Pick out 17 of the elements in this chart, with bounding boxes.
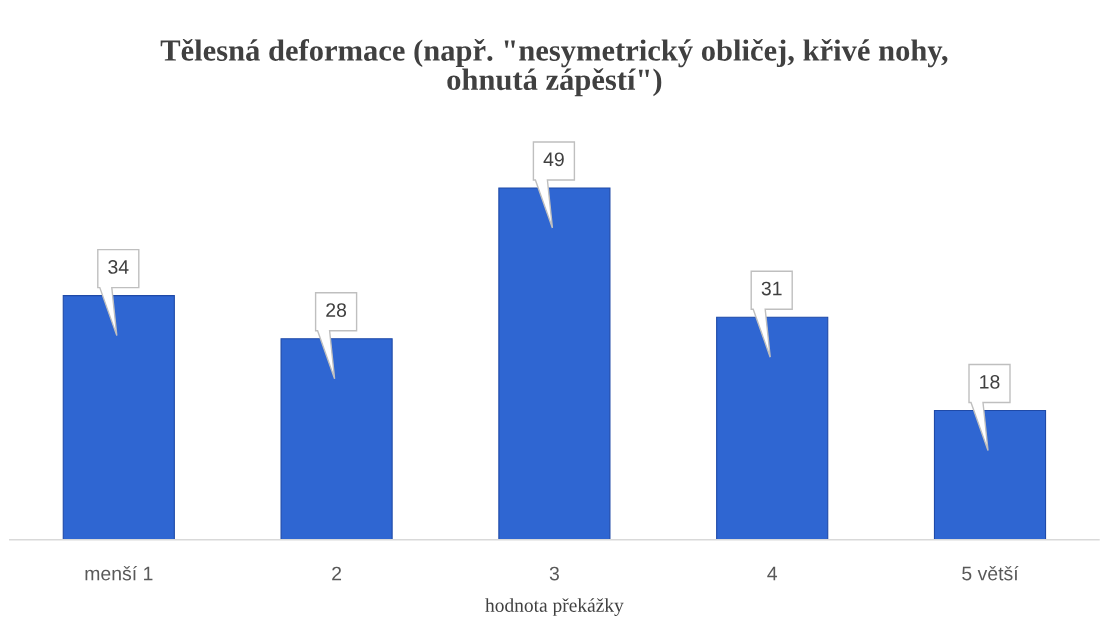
x-tick-label: menší 1 bbox=[85, 565, 153, 581]
x-tick-label: 3 bbox=[549, 566, 559, 581]
bar bbox=[933, 409, 1047, 540]
bar bbox=[498, 187, 611, 540]
x-tick-label: 2 bbox=[332, 566, 342, 581]
data-label: 18 bbox=[980, 374, 1000, 389]
data-label: 49 bbox=[543, 152, 564, 167]
bar bbox=[280, 338, 393, 540]
x-tick-label: 4 bbox=[767, 566, 778, 581]
x-axis-title: hodnota překážky bbox=[485, 598, 624, 616]
x-tick-label: 5 větší bbox=[962, 565, 1019, 581]
data-label: 28 bbox=[326, 303, 347, 317]
bar bbox=[716, 316, 829, 540]
chart-title: Tělesná deformace (např. "nesymetrický obličej, křivé nohy, ohnutá zápěstí") bbox=[160, 39, 948, 97]
data-label: 34 bbox=[108, 260, 129, 274]
data-label: 31 bbox=[761, 281, 782, 296]
bar bbox=[62, 295, 175, 540]
